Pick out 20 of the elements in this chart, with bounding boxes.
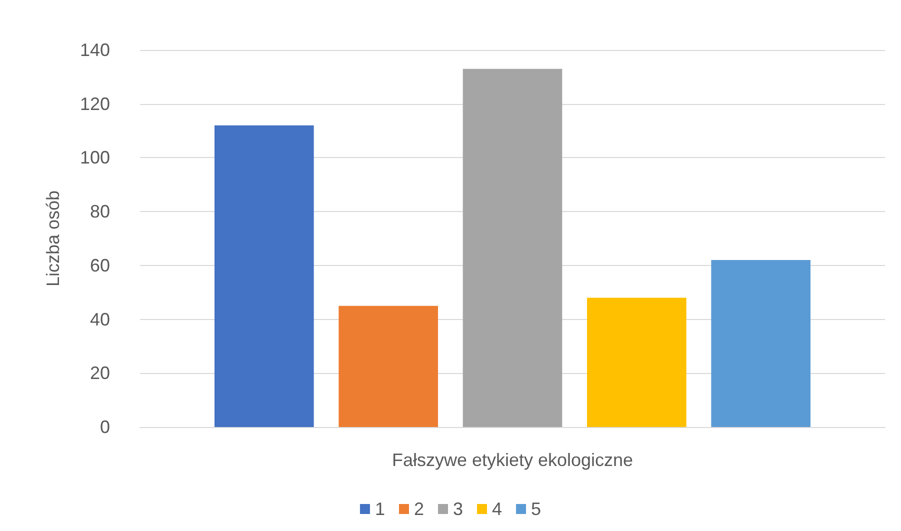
- legend-label: 5: [531, 499, 542, 519]
- legend-label: 4: [492, 499, 502, 519]
- bar: [711, 260, 810, 427]
- y-tick-label: 120: [80, 94, 110, 114]
- bar: [338, 306, 438, 427]
- y-tick-label: 140: [80, 40, 110, 60]
- y-tick-label: 100: [80, 148, 110, 168]
- legend-label: 2: [414, 499, 424, 519]
- y-tick-label: 80: [90, 202, 110, 222]
- legend-label: 3: [452, 499, 464, 519]
- y-tick-label: 0: [100, 417, 110, 437]
- bar: [214, 125, 314, 427]
- legend-label: 1: [374, 499, 385, 519]
- y-tick-label: 60: [90, 255, 110, 276]
- y-tick-label: 40: [90, 309, 110, 330]
- y-tick-label: 20: [90, 363, 110, 384]
- bar: [587, 298, 686, 427]
- y-axis-title: Liczba osób: [43, 190, 63, 287]
- bar: [462, 68, 562, 427]
- x-tick-label: Fałszywe etykiety ekologiczne: [392, 450, 634, 470]
